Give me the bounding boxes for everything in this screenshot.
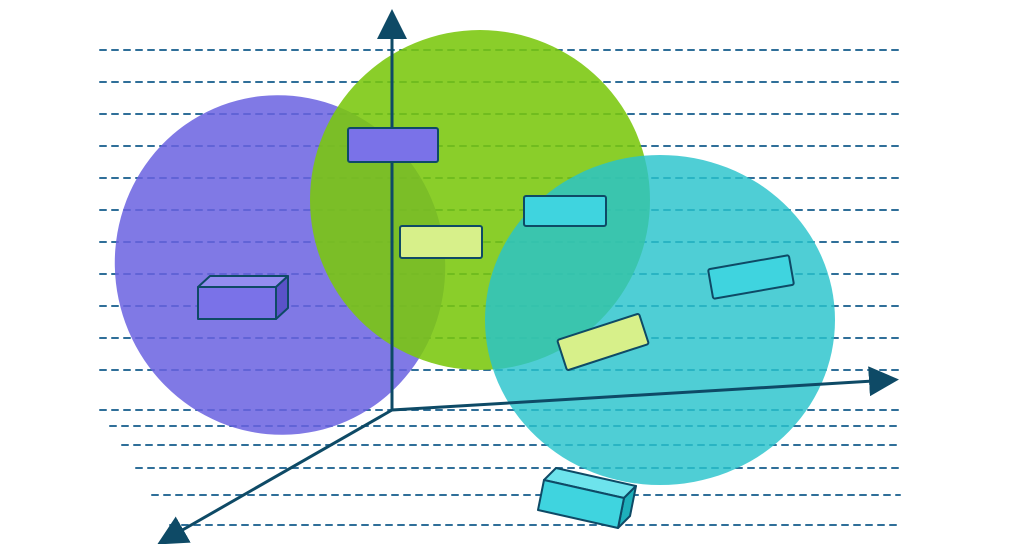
box-purple-3d — [198, 276, 288, 319]
rect-lime-center — [400, 226, 482, 258]
embedding-diagram — [0, 0, 1024, 544]
rect-cyan-upper — [524, 196, 606, 226]
rect-purple-top — [348, 128, 438, 162]
